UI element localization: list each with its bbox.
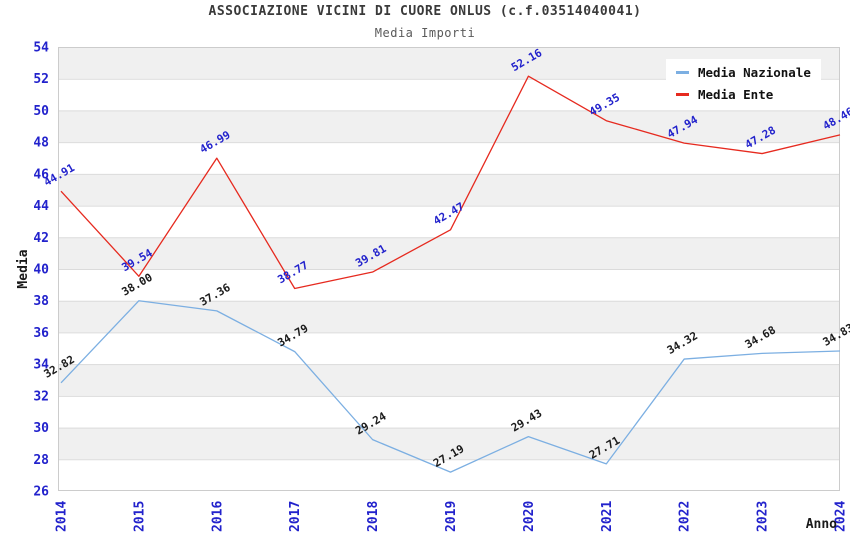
y-tick-label: 42 [33,231,49,246]
y-tick-label: 32 [33,389,49,404]
x-tick-label: 2017 [288,501,303,532]
plot-band [58,173,840,206]
x-tick-label: 2018 [366,501,381,532]
x-tick-label: 2014 [55,501,70,532]
legend-dash-media-nazionale-icon [676,71,689,74]
chart-subtitle: Media Importi [374,26,476,40]
y-tick-label: 50 [33,104,49,119]
plot-band [58,205,840,238]
y-tick-label: 30 [33,421,49,436]
plot-band [58,269,840,301]
x-tick-label: 2015 [132,501,147,532]
legend-dash-media-ente-icon [676,93,689,96]
x-tick-label: 2019 [444,501,459,532]
plot-band [58,459,840,491]
x-tick-label: 2022 [678,501,693,532]
plot-band [58,300,840,333]
y-tick-label: 38 [33,294,49,309]
legend-label-media-nazionale: Media Nazionale [698,65,811,80]
y-tick-label: 46 [33,167,49,182]
legend-item-media-ente: Media Ente [676,87,811,102]
y-tick-label: 44 [33,199,49,214]
plot-band [58,427,840,460]
y-tick-label: 52 [33,72,49,87]
x-tick-label: 2020 [522,501,537,532]
y-tick-label: 36 [33,326,49,341]
y-tick-label: 48 [33,136,49,151]
y-axis-label: Media [16,249,31,288]
legend-label-media-ente: Media Ente [698,87,774,102]
plot-band [58,364,840,396]
x-tick-label: 2021 [600,501,615,532]
y-tick-label: 28 [33,453,49,468]
x-tick-label: 2023 [756,501,771,532]
x-tick-label: 2016 [210,501,225,532]
x-tick-label: 2024 [834,501,849,532]
y-tick-label: 54 [33,41,49,56]
plot-band [58,110,840,143]
plot-border [58,47,840,491]
plot-band [58,395,840,428]
legend: Media Nazionale Media Ente [666,59,821,110]
y-tick-label: 26 [33,485,49,500]
series-line-media-ente [60,75,841,290]
plot-band [58,332,840,365]
chart-title: ASSOCIAZIONE VICINI DI CUORE ONLUS (c.f.… [208,4,642,19]
y-tick-label: 40 [33,263,49,278]
y-tick-label: 34 [33,358,49,373]
plot-band [58,237,840,269]
x-axis-label: Anno [806,517,837,532]
series-line-media-nazionale [60,300,841,473]
legend-item-media-nazionale: Media Nazionale [676,65,811,80]
plot-band [58,142,840,174]
